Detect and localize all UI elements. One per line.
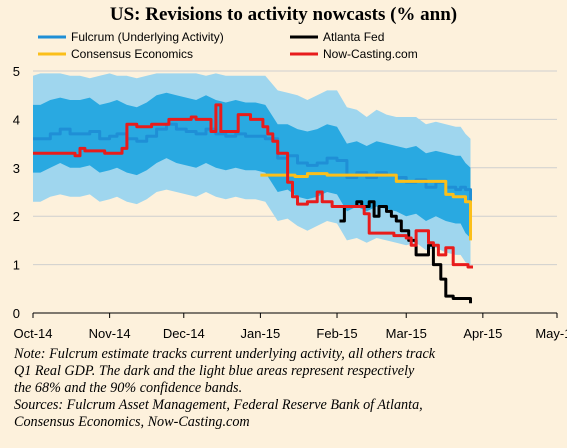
x-tick-label: May-15 bbox=[535, 326, 567, 341]
note-line-3: the 68% and the 90% confidence bands. bbox=[14, 380, 243, 396]
legend-label: Fulcrum (Underlying Activity) bbox=[71, 30, 224, 44]
x-tick-label: Jan-15 bbox=[241, 326, 281, 341]
legend-label: Atlanta Fed bbox=[323, 30, 384, 44]
legend-label: Consensus Economics bbox=[71, 47, 193, 61]
x-tick-label: Oct-14 bbox=[13, 326, 52, 341]
y-tick-label: 1 bbox=[13, 258, 20, 273]
tick-labels: 0 1 2 3 4 5 Oct-14 Nov-14 Dec-14 Jan-15 Feb-15 Mar-… bbox=[13, 64, 567, 341]
chart-title: US: Revisions to activity nowcasts (% an… bbox=[109, 4, 458, 25]
y-tick-label: 4 bbox=[13, 112, 20, 127]
x-tick-label: Mar-15 bbox=[386, 326, 427, 341]
series-lines bbox=[33, 103, 473, 304]
note-line-1: Note: Fulcrum estimate tracks current un… bbox=[14, 346, 436, 362]
note-line-5: Consensus Economics, Now-Casting.com bbox=[14, 414, 250, 430]
y-tick-label: 3 bbox=[13, 161, 20, 176]
chart-note: Note: Fulcrum estimate tracks current un… bbox=[14, 346, 559, 431]
x-tick-label: Dec-14 bbox=[163, 326, 205, 341]
x-tick-label: Feb-15 bbox=[316, 326, 357, 341]
legend: Fulcrum (Underlying Activity) Atlanta Fed… bbox=[38, 30, 418, 61]
y-tick-label: 5 bbox=[13, 64, 20, 79]
x-tick-label: Apr-15 bbox=[463, 326, 502, 341]
y-tick-label: 2 bbox=[13, 209, 20, 224]
axes bbox=[32, 312, 558, 318]
note-line-4: Sources: Fulcrum Asset Management, Feder… bbox=[14, 397, 423, 413]
series-now-casting bbox=[33, 103, 473, 269]
x-tick-label: Nov-14 bbox=[89, 326, 131, 341]
y-tick-label: 0 bbox=[13, 306, 20, 321]
note-line-2: Q1 Real GDP. The dark and the light blue… bbox=[14, 363, 415, 379]
series-consensus bbox=[260, 172, 472, 241]
legend-label: Now-Casting.com bbox=[323, 47, 418, 61]
series-atlanta-fed bbox=[339, 200, 472, 304]
